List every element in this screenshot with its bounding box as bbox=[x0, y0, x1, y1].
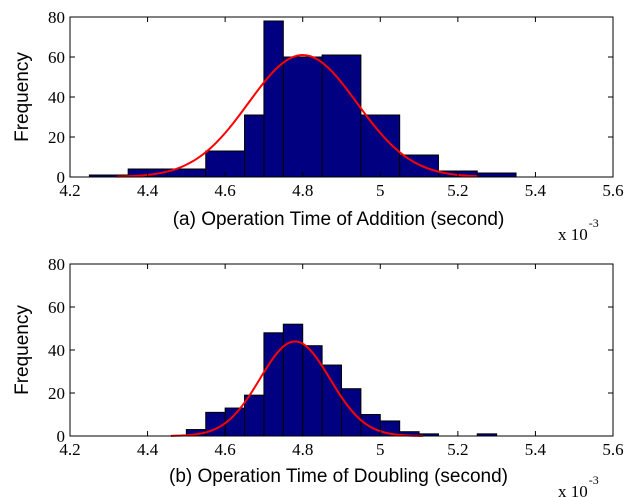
x-tick-label: 4.4 bbox=[137, 440, 159, 459]
histogram-bar bbox=[321, 364, 343, 437]
y-tick-label: 80 bbox=[48, 255, 65, 274]
panel-addition: 4.2 4.4 4.6 4.8 5 5.2 5.4 5.6 0 20 40 60 80 (a) Opera… bbox=[12, 8, 624, 244]
histogram-bar bbox=[360, 414, 381, 437]
x-tick-label: 4.6 bbox=[215, 440, 236, 459]
y-axis-label: Frequency bbox=[12, 52, 33, 142]
y-tick-label: 60 bbox=[48, 298, 65, 317]
y-tick-label: 0 bbox=[57, 427, 66, 446]
x-tick-label: 4.8 bbox=[292, 181, 313, 200]
x-tick-label: 4.6 bbox=[215, 181, 236, 200]
x-tick-label: 5.2 bbox=[447, 181, 468, 200]
x-tick-label: 5 bbox=[376, 440, 385, 459]
x-tick-label: 4.8 bbox=[292, 440, 313, 459]
x-axis-label: (a) Operation Time of Addition (second) bbox=[173, 209, 505, 230]
histogram-bar bbox=[399, 154, 439, 178]
histogram-bar bbox=[282, 56, 323, 178]
histogram-bar bbox=[244, 114, 265, 178]
histogram-bar bbox=[244, 394, 265, 437]
x-tick-label: 5.6 bbox=[602, 440, 623, 459]
histogram-bar bbox=[263, 20, 284, 178]
x-axis-label: (b) Operation Time of Doubling (second) bbox=[169, 466, 508, 487]
x-tick-label: 5.6 bbox=[602, 181, 623, 200]
y-tick-label: 20 bbox=[48, 384, 65, 403]
panel-doubling: 4.2 4.4 4.6 4.8 5 5.2 5.4 5.6 0 20 40 60 80 (b) Opera… bbox=[12, 255, 624, 497]
y-tick-label: 80 bbox=[48, 8, 65, 27]
fit-curve bbox=[116, 54, 478, 178]
fit-curve bbox=[170, 340, 423, 437]
y-tick-label: 0 bbox=[57, 168, 66, 187]
x-tick-label: 5.4 bbox=[525, 440, 547, 459]
x-tick-label: 5.4 bbox=[525, 181, 547, 200]
x-axis-multiplier: x 10-3 bbox=[558, 473, 599, 497]
y-tick-label: 60 bbox=[48, 48, 65, 67]
y-tick-label: 40 bbox=[48, 341, 65, 360]
x-axis-multiplier: x 10-3 bbox=[558, 216, 599, 244]
y-tick-label: 40 bbox=[48, 88, 65, 107]
histogram-bar bbox=[302, 345, 323, 437]
histogram-bar bbox=[476, 172, 517, 178]
x-tick-label: 5 bbox=[376, 181, 385, 200]
histogram-bar bbox=[321, 54, 362, 178]
y-tick-label: 20 bbox=[48, 128, 65, 147]
y-axis-label: Frequency bbox=[12, 305, 33, 395]
x-tick-label: 5.2 bbox=[447, 440, 468, 459]
x-tick-label: 4.2 bbox=[59, 181, 80, 200]
histogram-bar bbox=[341, 388, 362, 437]
x-tick-label: 4.2 bbox=[59, 440, 80, 459]
x-tick-label: 4.4 bbox=[137, 181, 159, 200]
